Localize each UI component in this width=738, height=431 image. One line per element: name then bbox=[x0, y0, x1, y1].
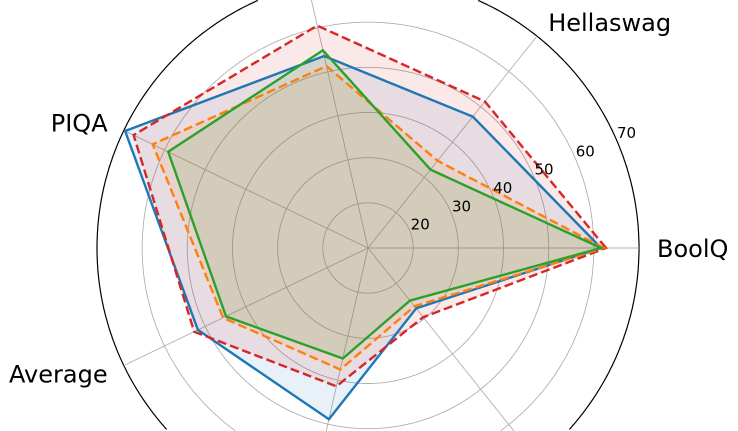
series-layer bbox=[123, 24, 608, 421]
series-line-2 bbox=[132, 24, 608, 388]
radial-tick-label: 50 bbox=[534, 161, 553, 179]
series-line-3 bbox=[151, 64, 607, 371]
category-label: PIQA bbox=[51, 110, 108, 138]
radial-tick-label: 20 bbox=[411, 216, 430, 234]
series-fill-4 bbox=[168, 50, 602, 359]
outer-circle bbox=[568, 248, 640, 430]
series-fill-1 bbox=[125, 56, 602, 420]
axis-spoke bbox=[367, 35, 538, 249]
radial-tick-labels: 20 30 40 50 60 70 bbox=[411, 124, 636, 234]
series-fill-2 bbox=[133, 25, 606, 387]
grid-circle bbox=[232, 112, 504, 384]
grid-circle bbox=[322, 202, 414, 294]
axis-spoke bbox=[123, 129, 369, 249]
category-labels: BoolQ Hellaswag PIQA Average bbox=[9, 9, 728, 388]
grid-circle bbox=[500, 248, 595, 431]
axis-spoke bbox=[123, 247, 369, 367]
axis-spoke bbox=[367, 247, 515, 431]
category-label: Hellaswag bbox=[548, 9, 671, 37]
category-label: BoolQ bbox=[657, 235, 728, 263]
radial-tick-label: 40 bbox=[493, 179, 512, 197]
series-line-4 bbox=[166, 48, 605, 360]
radial-tick-label: 30 bbox=[452, 197, 471, 215]
grid-circle bbox=[141, 21, 595, 431]
axis-spoke bbox=[310, 0, 369, 249]
grid-circle bbox=[186, 66, 550, 430]
category-label: Average bbox=[9, 360, 108, 388]
series-line-1 bbox=[123, 54, 604, 421]
outer-circle bbox=[477, 0, 640, 248]
grid bbox=[96, 0, 640, 431]
radial-tick-label: 60 bbox=[576, 142, 595, 160]
series-fill-3 bbox=[152, 66, 604, 370]
axis-spoke bbox=[325, 247, 369, 431]
outer-circle bbox=[96, 0, 259, 430]
radial-tick-label: 70 bbox=[617, 124, 636, 142]
